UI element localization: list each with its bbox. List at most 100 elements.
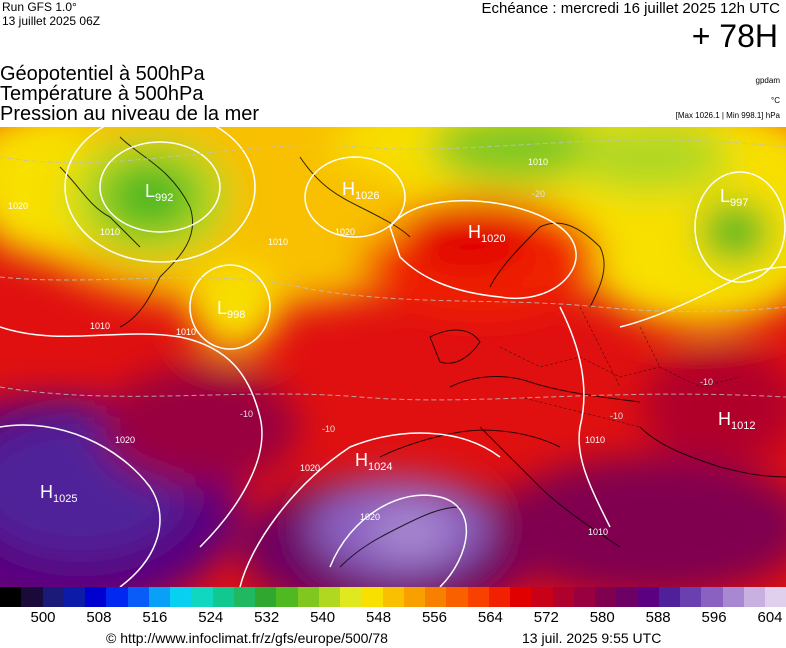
colorbar-swatch — [573, 587, 595, 607]
coastlines — [59, 136, 786, 568]
map-titles: Géopotentiel à 500hPa Température à 500h… — [0, 64, 259, 124]
isobar-label: 1020 — [300, 463, 320, 473]
title-pressure: Pression au niveau de la mer — [0, 103, 260, 125]
run-model: Run GFS 1.0° — [2, 0, 77, 14]
isobar-label: 1010 — [588, 527, 608, 537]
colorbar-tick-label: 540 — [310, 609, 336, 626]
pressure-center: H1025 — [40, 482, 77, 505]
colorbar-ticks: 500 508 516 524 532 540 548 556 564 572 580 588 596 6… — [0, 609, 786, 627]
colorbar-swatch — [637, 587, 659, 607]
colorbar-swatch — [0, 587, 22, 607]
unit-gpdam: gpdam — [755, 76, 780, 85]
colorbar-swatch — [170, 587, 192, 607]
colorbar-swatch — [42, 587, 64, 607]
colorbar-swatch — [488, 587, 510, 607]
isotherms — [0, 139, 786, 401]
isobars — [0, 127, 786, 587]
colorbar-swatch — [680, 587, 702, 607]
colorbar-tick-label: 516 — [142, 609, 168, 626]
isobar-label: 1020 — [8, 201, 28, 211]
isobar-label: 1010 — [268, 237, 288, 247]
isobar-label: 1020 — [335, 227, 355, 237]
temperature-labels: -20 -10 -10 -10 -10 — [240, 189, 713, 434]
pressure-range: [Max 1026.1 | Min 998.1] hPa — [675, 111, 780, 120]
isobar-labels: 1020 1010 1010 1010 1020 1010 1020 1020 … — [8, 157, 608, 537]
colorbar — [0, 587, 786, 607]
pressure-center: L998 — [217, 298, 245, 321]
colorbar-swatch — [63, 587, 85, 607]
colorbar-tick-label: 588 — [645, 609, 671, 626]
colorbar-swatch — [106, 587, 128, 607]
colorbar-tick-label: 596 — [701, 609, 727, 626]
geopotential-field — [0, 127, 786, 587]
generated-date: 13 juil. 2025 9:55 UTC — [522, 630, 662, 646]
colorbar-swatch — [297, 587, 319, 607]
isobar-label: 1010 — [585, 435, 605, 445]
pressure-center: H1024 — [355, 450, 392, 473]
colorbar-swatch — [531, 587, 553, 607]
pressure-center: H1012 — [718, 409, 755, 432]
colorbar-swatch — [382, 587, 404, 607]
colorbar-tick-label: 564 — [477, 609, 503, 626]
lead-time: + 78H — [691, 18, 778, 54]
colorbar-tick-label: 604 — [757, 609, 783, 626]
colorbar-swatch — [722, 587, 744, 607]
colorbar-tick-label: 548 — [366, 609, 392, 626]
colorbar-swatch — [361, 587, 383, 607]
pressure-center: L992 — [145, 181, 173, 204]
colorbar-swatch — [340, 587, 362, 607]
isobar-label: 1010 — [528, 157, 548, 167]
colorbar-swatch — [616, 587, 638, 607]
temperature-label: -10 — [700, 377, 713, 387]
colorbar-tick-label: 556 — [421, 609, 447, 626]
colorbar-tick-label: 572 — [533, 609, 559, 626]
colorbar-swatch — [446, 587, 468, 607]
colorbar-swatch — [403, 587, 425, 607]
colorbar-swatch — [148, 587, 170, 607]
colorbar-swatch — [255, 587, 277, 607]
temperature-label: -10 — [610, 411, 623, 421]
colorbar-swatch — [318, 587, 340, 607]
colorbar-swatch — [425, 587, 447, 607]
colorbar-swatch — [276, 587, 298, 607]
run-info: Run GFS 1.0° 13 juillet 2025 06Z — [2, 0, 100, 28]
isobar-label: 1010 — [176, 327, 196, 337]
borders — [499, 306, 741, 428]
colorbar-swatch — [595, 587, 617, 607]
colorbar-swatch — [233, 587, 255, 607]
pressure-center: L997 — [720, 186, 748, 209]
colorbar-swatch — [510, 587, 532, 607]
pressure-centers: L992 H1026 L998 H1020 L997 H1024 H1025 H… — [40, 179, 755, 505]
title-geopotential: Géopotentiel à 500hPa — [0, 63, 205, 85]
pressure-center: H1026 — [342, 179, 379, 202]
colorbar-swatch — [467, 587, 489, 607]
colorbar-swatch — [85, 587, 107, 607]
temperature-label: -20 — [532, 189, 545, 199]
colorbar-swatch — [765, 587, 786, 607]
pressure-center: H1020 — [468, 222, 505, 245]
title-temperature: Température à 500hPa — [0, 83, 204, 105]
colorbar-tick-label: 500 — [30, 609, 56, 626]
isobar-label: 1020 — [115, 435, 135, 445]
weather-map: L992 H1026 L998 H1020 L997 H1024 H1025 H… — [0, 127, 786, 587]
unit-celsius: °C — [771, 96, 780, 105]
colorbar-swatch — [552, 587, 574, 607]
run-date: 13 juillet 2025 06Z — [2, 14, 101, 28]
colorbar-tick-label: 532 — [254, 609, 280, 626]
source-url: © http://www.infoclimat.fr/z/gfs/europe/… — [106, 630, 388, 646]
colorbar-swatch — [658, 587, 680, 607]
temperature-label: -10 — [322, 424, 335, 434]
colorbar-tick-label: 524 — [198, 609, 224, 626]
colorbar-tick-label: 508 — [86, 609, 112, 626]
colorbar-swatch — [743, 587, 765, 607]
temperature-label: -10 — [240, 409, 253, 419]
forecast-valid-time: Echéance : mercredi 16 juillet 2025 12h … — [481, 0, 781, 17]
colorbar-swatch — [191, 587, 213, 607]
colorbar-swatch — [701, 587, 723, 607]
colorbar-swatch — [21, 587, 43, 607]
colorbar-swatch — [127, 587, 149, 607]
colorbar-swatch — [212, 587, 234, 607]
colorbar-tick-label: 580 — [589, 609, 615, 626]
isobar-label: 1010 — [100, 227, 120, 237]
isobar-label: 1020 — [360, 512, 380, 522]
